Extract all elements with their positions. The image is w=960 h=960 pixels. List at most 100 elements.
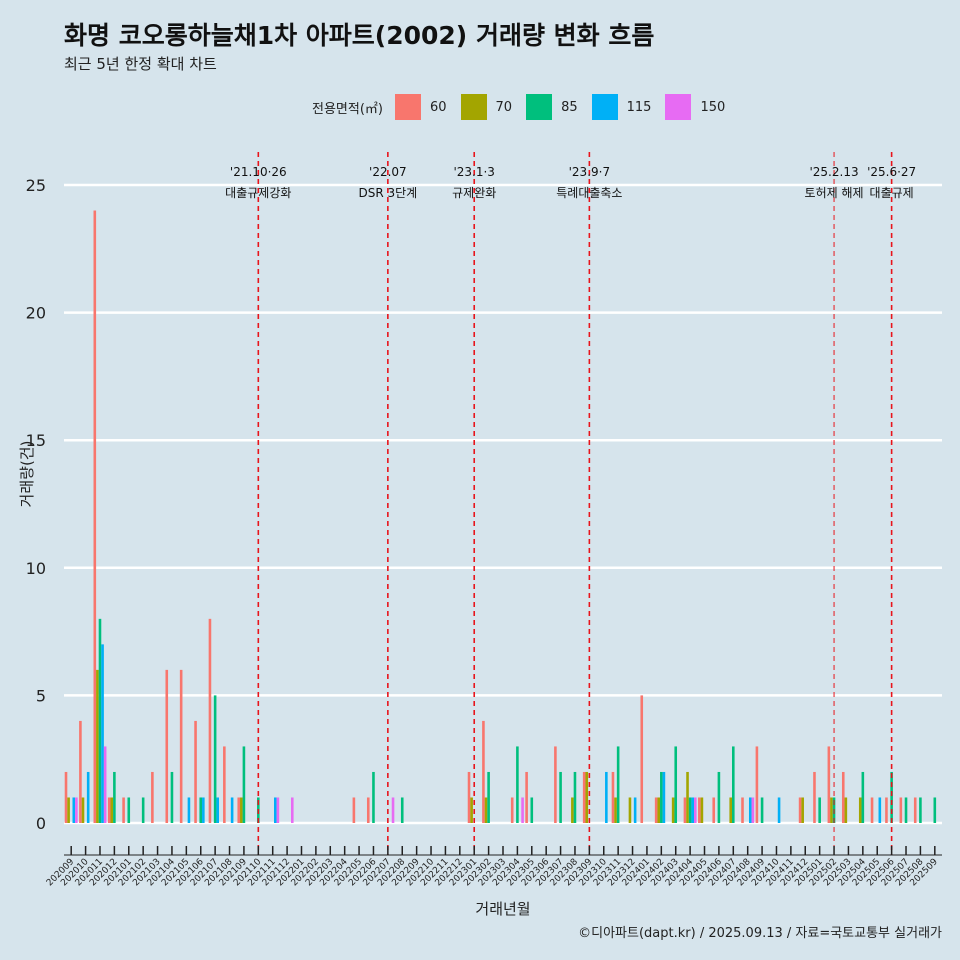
bar-85-202011	[98, 618, 102, 823]
bar-70-202011	[96, 669, 99, 823]
bar-60-202301	[467, 771, 471, 823]
bar-85-202109	[242, 746, 246, 823]
legend-item-60: 60	[394, 94, 447, 120]
bar-85-202206	[372, 771, 375, 823]
bar-115-202106	[202, 797, 205, 823]
bar-60-202502	[827, 746, 831, 823]
bar-60-202402	[654, 797, 658, 823]
bar-70-202009	[67, 797, 70, 823]
legend-label-85: 85	[561, 99, 578, 115]
bar-115-202312	[633, 797, 637, 823]
bar-60-202304	[510, 797, 514, 823]
bar-150-202304	[521, 797, 524, 823]
bar-70-202503	[844, 797, 848, 823]
bar-60-202101	[122, 797, 125, 823]
annotation-label: 규제완화	[452, 186, 496, 200]
bar-60-202309	[582, 771, 586, 823]
bar-85-202501	[818, 797, 821, 823]
annotation-date: '25.6·27	[867, 165, 916, 179]
annotation-date: '21.10·26	[230, 165, 287, 179]
bar-85-202406	[717, 771, 721, 823]
bar-150-202009	[75, 797, 78, 823]
bar-85-202012	[113, 771, 116, 823]
chart-title: 화명 코오롱하늘채1차 아파트(2002) 거래량 변화 흐름	[64, 21, 655, 50]
legend-item-115: 115	[591, 94, 652, 120]
bar-115-202310	[605, 771, 608, 823]
bar-115-202010	[86, 771, 90, 823]
bar-70-202012	[110, 797, 114, 823]
bar-60-202108	[223, 746, 226, 823]
bar-85-202101	[127, 797, 131, 823]
bar-150-202011	[103, 746, 107, 823]
bar-150-202111	[276, 797, 280, 823]
bar-60-202406	[712, 797, 716, 823]
bar-60-202109	[237, 797, 241, 823]
bar-85-202506	[890, 771, 893, 823]
bar-70-202010	[81, 797, 85, 823]
bar-115-202108	[230, 797, 234, 823]
bar-150-202408	[751, 797, 755, 823]
bar-60-202404	[683, 797, 687, 823]
annotation-label: 특례대출축소	[556, 186, 622, 200]
bar-60-202010	[79, 720, 82, 823]
bar-150-202404	[694, 797, 697, 823]
legend-label-60: 60	[429, 99, 447, 115]
bar-115-202107	[216, 797, 220, 823]
annotation-date: '23.9·7	[569, 165, 610, 179]
bar-85-202402	[660, 771, 663, 823]
legend: 전용면적(㎡) 60 70 85 115 150	[312, 93, 739, 121]
bar-115-202105	[187, 797, 191, 823]
bar-60-202104	[165, 669, 169, 823]
bar-85-202308	[573, 771, 577, 823]
bar-85-202504	[861, 771, 865, 823]
bar-60-202409	[755, 746, 759, 823]
y-tick-label: 5	[36, 686, 46, 705]
bar-85-202404	[688, 797, 692, 823]
bar-60-202311	[611, 771, 615, 823]
chart-subtitle: 최근 5년 한정 확대 차트	[64, 55, 217, 73]
bar-70-202404	[686, 771, 689, 823]
annotation-label: DSR 3단계	[358, 186, 417, 200]
legend-item-85: 85	[526, 94, 578, 120]
annotation-date: '25.2.13	[809, 165, 858, 179]
annotation-label: 대출규제	[870, 186, 914, 200]
bar-115-202505	[878, 797, 882, 823]
bar-85-202208	[400, 797, 404, 823]
bar-70-202109	[240, 797, 243, 823]
bar-60-202501	[813, 771, 816, 823]
bar-85-202307	[559, 771, 562, 823]
bar-85-202507	[904, 797, 908, 823]
bar-70-202403	[671, 797, 675, 823]
bar-85-202409	[760, 797, 764, 823]
bar-85-202106	[199, 797, 203, 823]
bar-70-202308	[571, 797, 574, 823]
bar-70-202312	[628, 797, 632, 823]
y-tick-label: 15	[26, 431, 46, 450]
bar-115-202402	[662, 771, 666, 823]
legend-label-115: 115	[626, 99, 652, 115]
y-tick-label: 20	[26, 304, 46, 323]
legend-item-70: 70	[460, 94, 513, 120]
bar-60-202206	[366, 797, 370, 823]
legend-swatch-150	[665, 94, 692, 120]
bar-85-202104	[170, 771, 174, 823]
bar-85-202311	[616, 746, 620, 823]
bar-150-202112	[290, 797, 294, 823]
bar-60-202011	[93, 210, 97, 823]
y-tick-label: 25	[26, 176, 46, 195]
bar-60-202503	[841, 771, 845, 823]
bar-115-202111	[274, 797, 277, 823]
axis-layer: 0510152025202009202010202011202012202101…	[18, 176, 942, 918]
bar-150-202207	[391, 797, 395, 823]
y-axis-title: 거래량(건)	[18, 441, 36, 508]
bar-60-202307	[554, 746, 557, 823]
bar-70-202302	[484, 797, 488, 823]
legend-label-70: 70	[495, 99, 513, 115]
legend-item-150: 150	[665, 94, 725, 120]
bar-70-202504	[858, 797, 862, 823]
bar-70-202301	[470, 797, 473, 823]
bar-60-202508	[913, 797, 917, 823]
bar-70-202405	[700, 797, 704, 823]
